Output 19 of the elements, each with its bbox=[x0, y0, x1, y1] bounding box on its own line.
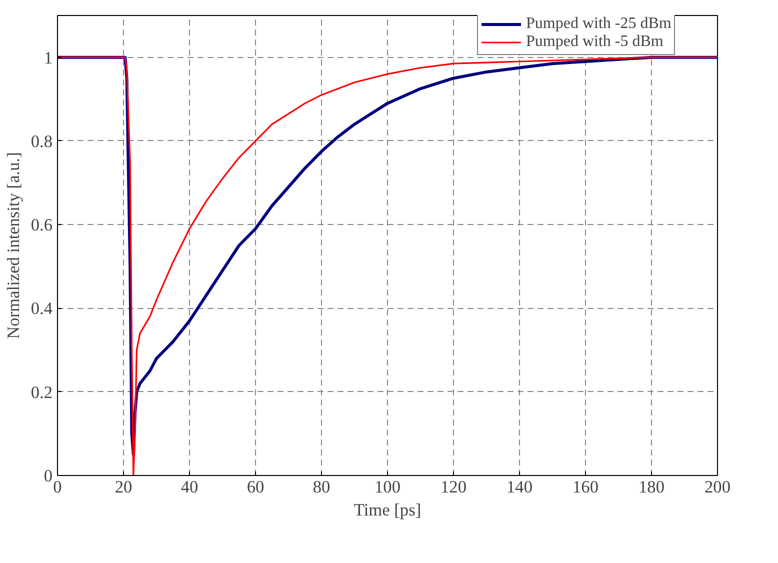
y-tick-label: 0.4 bbox=[30, 299, 53, 318]
x-tick-label: 160 bbox=[572, 478, 599, 496]
x-tick-label: 80 bbox=[312, 478, 330, 496]
x-tick-label: 100 bbox=[374, 478, 401, 496]
y-tick-label: 0.2 bbox=[30, 382, 53, 402]
x-tick-label: 180 bbox=[638, 478, 665, 496]
y-tick-label: 0.6 bbox=[30, 216, 53, 235]
legend-label: Pumped with -5 dBm bbox=[526, 33, 664, 51]
x-tick-label: 200 bbox=[704, 478, 731, 496]
x-tick-label: 120 bbox=[440, 478, 467, 496]
y-tick-label: 1 bbox=[44, 48, 53, 68]
x-tick-label: 60 bbox=[246, 478, 264, 496]
y-axis-title: Normalized intensity [a.u.] bbox=[4, 152, 23, 339]
x-axis-title: Time [ps] bbox=[354, 500, 422, 520]
y-tick-label: 0.8 bbox=[30, 132, 53, 151]
legend-label: Pumped with -25 dBm bbox=[526, 15, 672, 33]
x-tick-label: 20 bbox=[114, 478, 132, 496]
x-tick-label: 140 bbox=[506, 478, 533, 496]
x-tick-label: 40 bbox=[180, 478, 198, 496]
